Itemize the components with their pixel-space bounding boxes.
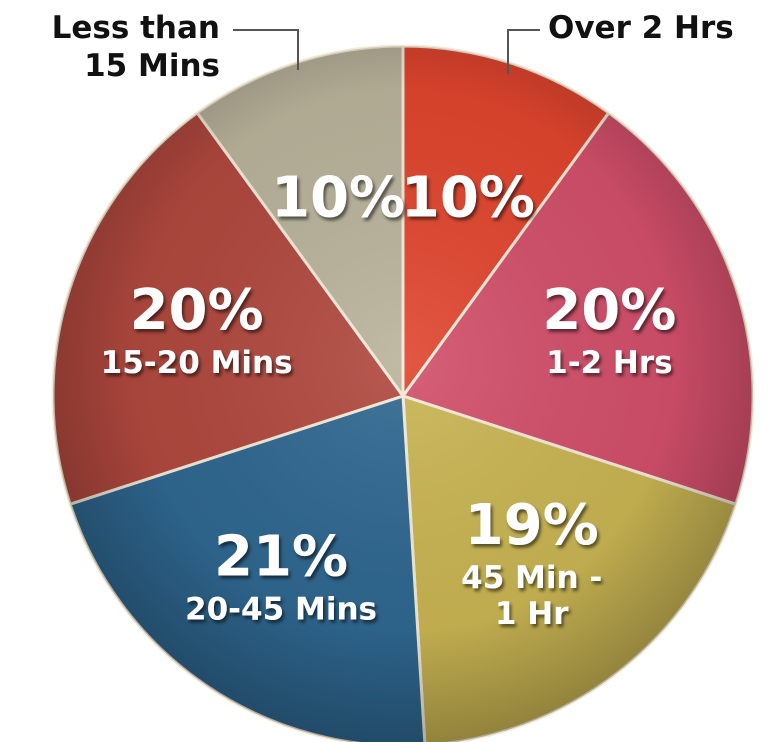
category-label-15-20-mins: 15-20 Mins xyxy=(101,345,293,381)
category-label-1-2-hrs: 1-2 Hrs xyxy=(546,345,672,381)
callout-label-less-than-15-mins: Less than xyxy=(52,10,220,46)
callout-line-over-2-hrs xyxy=(507,29,540,74)
category-label-20-45-mins: 20-45 Mins xyxy=(185,591,377,627)
category-label-45-min-1-hr-line-2: 1 Hr xyxy=(495,596,569,632)
value-label-45-min-1-hr: 19% xyxy=(465,493,599,558)
callout-label-over-2-hrs: Over 2 Hrs xyxy=(548,10,734,46)
value-label-1-2-hrs: 20% xyxy=(542,278,676,343)
category-label-45-min-1-hr: 45 Min - xyxy=(461,560,602,596)
callout-line-less-than-15-mins xyxy=(233,29,299,70)
callout-label-less-than-15-mins-line-2: 15 Mins xyxy=(84,48,220,84)
pie-slices xyxy=(51,44,755,742)
value-label-over-2-hrs: 10% xyxy=(401,165,535,230)
value-label-20-45-mins: 21% xyxy=(214,524,348,589)
value-label-less-than-15-mins: 10% xyxy=(271,165,405,230)
value-label-15-20-mins: 20% xyxy=(130,278,264,343)
